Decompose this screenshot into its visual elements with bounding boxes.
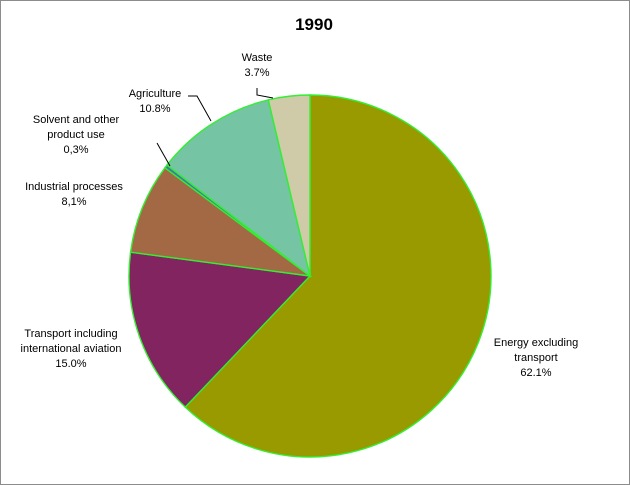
slice-value-agriculture: 10.8% <box>139 103 170 115</box>
pie-slice-industrial <box>129 166 313 278</box>
pie-slice-transport <box>128 251 312 409</box>
slice-name-transport: Transport including <box>24 328 117 340</box>
slice-labels: Energy excluding transport 62.1% Transport … <box>21 52 579 379</box>
pie-slice-agriculture <box>165 99 312 278</box>
slice-label-energy: Energy excluding transport 62.1% <box>494 337 578 379</box>
slice-name-energy: Energy excluding <box>494 337 578 349</box>
leader-lines <box>156 88 274 167</box>
pie-slice-waste <box>267 94 311 277</box>
slice-value-solvent: 0,3% <box>63 144 88 156</box>
slice-name-solvent: product use <box>47 129 104 141</box>
slice-name-agriculture: Agriculture <box>129 88 182 100</box>
slice-label-transport: Transport including international aviatio… <box>21 328 122 370</box>
pie-slices <box>128 94 492 458</box>
slice-label-agriculture: Agriculture 10.8% <box>129 88 182 115</box>
slice-label-solvent: Solvent and other product use 0,3% <box>33 114 120 156</box>
slice-value-energy: 62.1% <box>520 367 551 379</box>
slice-label-waste: Waste 3.7% <box>242 52 273 79</box>
slice-value-transport: 15.0% <box>55 358 86 370</box>
slice-value-waste: 3.7% <box>244 67 269 79</box>
slice-name-solvent: Solvent and other <box>33 114 120 126</box>
leader-line-solvent <box>156 142 171 167</box>
leader-line-agriculture <box>188 95 212 122</box>
slice-label-industrial: Industrial processes 8,1% <box>25 181 123 208</box>
slice-name-industrial: Industrial processes <box>25 181 123 193</box>
slice-name-waste: Waste <box>242 52 273 64</box>
slice-value-industrial: 8,1% <box>61 196 86 208</box>
chart-title: 1990 <box>295 15 333 34</box>
slice-name-energy: transport <box>514 352 557 364</box>
leader-line-waste <box>256 88 274 99</box>
pie-slice-energy <box>184 94 492 458</box>
slice-name-transport: international aviation <box>21 343 122 355</box>
